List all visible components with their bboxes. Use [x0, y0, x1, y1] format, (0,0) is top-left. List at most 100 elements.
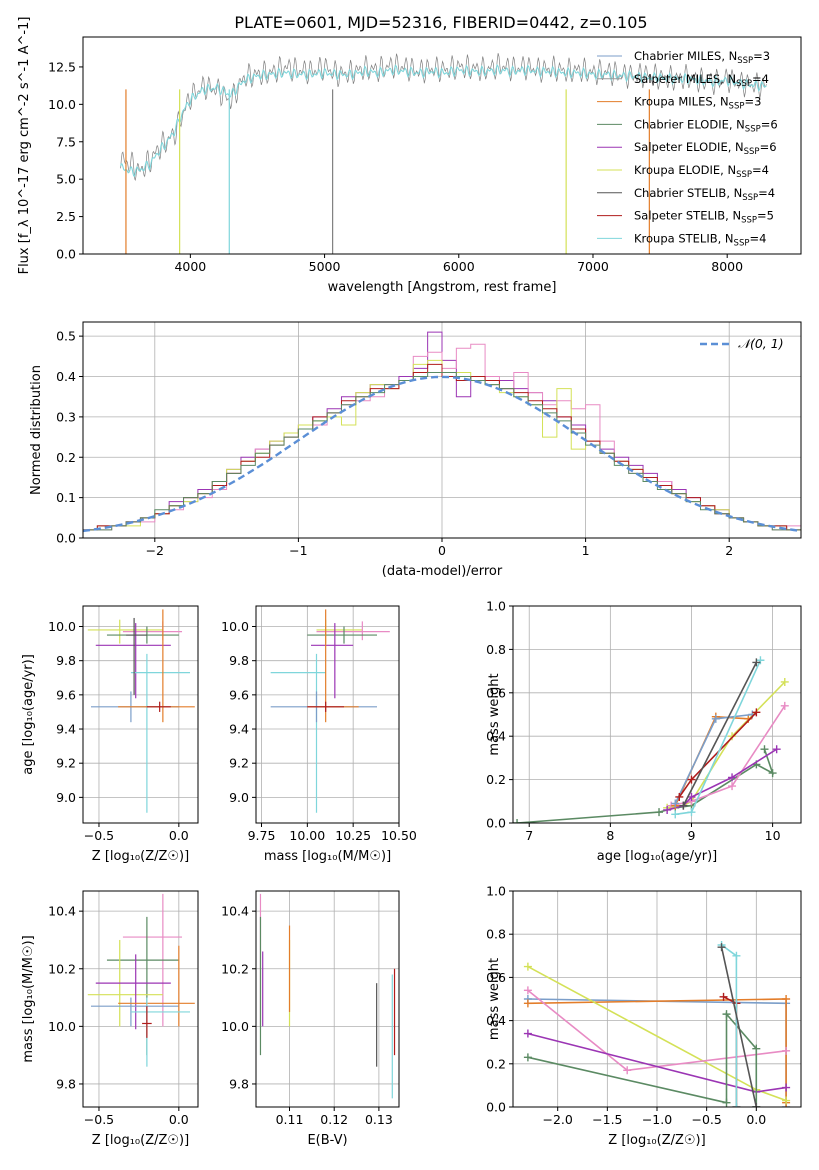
- errorbar-point: [118, 945, 195, 1027]
- errorbar-point: [146, 701, 171, 712]
- mass-weight-marker: [782, 1046, 791, 1055]
- mass-weight-marker: [523, 1053, 532, 1062]
- errorbar-point: [130, 997, 191, 1067]
- y-tick-label: 10.0: [48, 619, 76, 634]
- mass-weight-marker: [663, 805, 672, 814]
- y-tick-label: 0.0: [486, 1100, 506, 1115]
- x-axis-label: age [log₁₀(age/yr)]: [597, 849, 718, 864]
- y-tick-label: 9.6: [56, 687, 76, 702]
- errorbar-point: [316, 621, 390, 641]
- mass-vs-metallicity-panel: −0.5 0.0 9.8 10.0 10.2 10.4 Z [log₁₀(Z/Z☉)] mas…: [21, 890, 199, 1148]
- model-spectrum-line: [120, 63, 767, 178]
- plot-area: [270, 609, 390, 813]
- y-tick-label: 0.5: [56, 329, 76, 344]
- mass-weight-marker: [687, 808, 696, 817]
- axes-frame: [255, 890, 400, 1108]
- mass-weight-marker: [760, 745, 769, 754]
- legend-label: Chabrier ELODIE, NSSP=6: [634, 117, 778, 134]
- mass-weight-marker: [782, 1083, 791, 1092]
- y-axis-label: mass weight: [487, 958, 502, 1040]
- mass-weight-marker: [679, 801, 688, 810]
- y-tick-label: 9.8: [229, 653, 249, 668]
- y-axis-label: age [log₁₀(age/yr)]: [21, 654, 36, 775]
- y-tick-label: 10.2: [48, 961, 76, 976]
- errorbar-point: [311, 623, 354, 699]
- mass-weight-marker: [717, 943, 726, 952]
- mass-weight-marker: [711, 714, 720, 723]
- y-tick-label: 0.2: [486, 772, 506, 787]
- mass-weight-marker: [732, 1103, 741, 1107]
- mass-weight-marker: [722, 1098, 731, 1107]
- age-vs-mass-panel: 9.75 10.00 10.25 10.50 9.0 9.2 9.4 9.6 9.8 10.0 ma…: [221, 605, 417, 864]
- axes-frame: [512, 605, 802, 824]
- mass-weight-line: [721, 944, 738, 1107]
- mass-weight-marker: [768, 769, 777, 778]
- y-tick-label: 9.2: [56, 756, 76, 771]
- mass-weight-marker: [523, 999, 532, 1008]
- errorbar-point: [307, 626, 377, 644]
- x-tick-label: −0.5: [691, 1112, 721, 1127]
- x-tick-label: 6000: [443, 259, 475, 274]
- errorbar-point: [95, 954, 171, 1030]
- mass-weight-marker: [772, 745, 781, 754]
- mass-weight-marker: [687, 775, 696, 784]
- y-tick-label: 10.0: [221, 1019, 249, 1034]
- plot-area: [513, 656, 789, 823]
- y-tick-label: 10.2: [221, 961, 249, 976]
- y-tick-label: 10.4: [48, 904, 76, 919]
- errorbar-point: [270, 653, 326, 813]
- x-tick-label: −1.0: [642, 1112, 672, 1127]
- mass-weight-marker: [728, 773, 737, 782]
- mass-weight-line: [671, 705, 786, 807]
- mass-weight-marker: [513, 819, 522, 823]
- y-axis-label: Normed distribution: [29, 365, 44, 495]
- mass-weight-marker: [782, 1096, 791, 1105]
- x-tick-label: −0.5: [84, 828, 114, 843]
- legend-label: Kroupa ELODIE, NSSP=4: [634, 163, 769, 180]
- plot-area: [523, 941, 791, 1107]
- mass-weight-marker: [752, 1044, 761, 1053]
- y-axis-label: mass [log₁₀(M/M☉)]: [21, 935, 36, 1062]
- x-axis-label: Z [log₁₀(Z/Z☉)]: [92, 849, 189, 864]
- x-tick-label: −0.5: [84, 1112, 114, 1127]
- y-tick-label: 0.3: [56, 409, 76, 424]
- y-tick-label: 0.4: [486, 1013, 506, 1028]
- mass-weight-marker: [671, 810, 680, 819]
- x-tick-label: 7: [525, 828, 533, 843]
- mass-weight-marker: [752, 1103, 761, 1107]
- x-tick-label: −2.0: [543, 1112, 573, 1127]
- y-tick-label: 0.2: [486, 1056, 506, 1071]
- y-axis-label: mass weight: [487, 673, 502, 755]
- mass-weight-marker: [675, 792, 684, 801]
- x-tick-label: 0.12: [320, 1112, 348, 1127]
- mass-weight-marker: [732, 951, 741, 960]
- axes-frame: [82, 36, 802, 255]
- mass-weight-vs-age-panel: 7 8 9 10 0.0 0.2 0.4 0.6 0.8 1.0 age [log₁₀(age/yr…: [486, 599, 802, 864]
- plot-area: [87, 893, 195, 1067]
- mass-weight-marker: [523, 1029, 532, 1038]
- y-tick-label: 0.1: [56, 490, 76, 505]
- legend-label: Kroupa STELIB, NSSP=4: [634, 231, 766, 248]
- x-axis-label: E(B-V): [307, 1133, 347, 1148]
- x-tick-label: 1: [582, 543, 590, 558]
- mass-weight-marker: [728, 782, 737, 791]
- plot-area: [259, 893, 396, 1099]
- y-tick-label: 1.0: [486, 884, 506, 899]
- y-tick-label: 9.8: [56, 1076, 76, 1091]
- y-tick-label: 10.0: [221, 619, 249, 634]
- age-vs-metallicity-panel: −0.5 0.0 9.0 9.2 9.4 9.6 9.8 10.0 Z [log₁₀(Z/Z☉)…: [21, 605, 199, 864]
- y-tick-label: 9.2: [229, 756, 249, 771]
- residual-histogram-panel: −2 −1 0 1 2 0.0 0.1 0.2 0.3 0.4 0.5 (data-model)/er…: [29, 321, 802, 579]
- mass-weight-marker: [728, 732, 737, 741]
- y-tick-label: 10.4: [221, 904, 249, 919]
- y-tick-label: 9.8: [229, 1076, 249, 1091]
- y-tick-label: 0.0: [486, 816, 506, 831]
- y-tick-label: 10.0: [48, 97, 76, 112]
- x-tick-label: 2: [725, 543, 733, 558]
- errorbar-point: [126, 617, 147, 695]
- mass-weight-line: [723, 996, 738, 1107]
- y-tick-label: 0.6: [486, 970, 506, 985]
- errorbar-point: [87, 619, 163, 644]
- plot-area: [83, 331, 801, 533]
